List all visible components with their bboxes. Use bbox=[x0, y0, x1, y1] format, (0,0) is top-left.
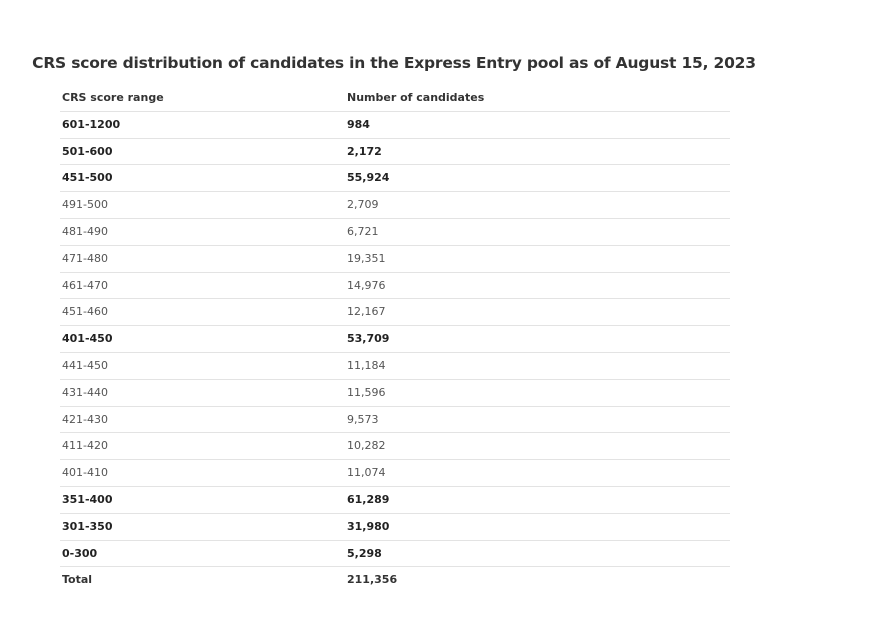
table-row: 451-460 12,167 bbox=[60, 299, 730, 327]
candidate-count-cell: 12,167 bbox=[347, 305, 386, 319]
crs-score-range-cell: 0-300 bbox=[62, 546, 98, 560]
table-total-row: Total 211,356 bbox=[60, 567, 730, 594]
crs-score-range-cell: 471-480 bbox=[62, 251, 108, 265]
table-title: CRS score distribution of candidates in … bbox=[32, 54, 756, 72]
candidate-count-cell: 984 bbox=[347, 117, 370, 131]
table-row: 431-440 11,596 bbox=[60, 380, 730, 407]
candidate-count-cell: 11,596 bbox=[347, 385, 386, 399]
crs-score-range-cell: 421-430 bbox=[62, 412, 108, 426]
table-row: 501-600 2,172 bbox=[60, 139, 730, 166]
crs-score-range-cell: 431-440 bbox=[62, 385, 108, 399]
crs-score-range-cell: 461-470 bbox=[62, 278, 108, 292]
table-row: 441-450 11,184 bbox=[60, 353, 730, 380]
candidate-count-cell: 61,289 bbox=[347, 492, 390, 506]
candidate-count-cell: 6,721 bbox=[347, 224, 379, 238]
column-header-crs-score-range: CRS score range bbox=[62, 91, 164, 104]
crs-score-range-cell: 401-450 bbox=[62, 332, 113, 346]
table-row: 481-490 6,721 bbox=[60, 219, 730, 246]
crs-score-range-cell: 451-460 bbox=[62, 305, 108, 319]
candidate-count-cell: 31,980 bbox=[347, 519, 390, 533]
table-row: 351-400 61,289 bbox=[60, 487, 730, 514]
table-row: 401-450 53,709 bbox=[60, 326, 730, 353]
table-body: 601-1200 984 501-600 2,172 451-500 55,924 491-… bbox=[60, 112, 730, 568]
table-row: 401-410 11,074 bbox=[60, 460, 730, 487]
crs-score-range-cell: 301-350 bbox=[62, 519, 113, 533]
candidate-count-cell: 55,924 bbox=[347, 171, 390, 185]
crs-score-range-cell: 501-600 bbox=[62, 144, 113, 158]
table-row: 601-1200 984 bbox=[60, 112, 730, 139]
total-label: Total bbox=[62, 573, 93, 587]
candidate-count-cell: 5,298 bbox=[347, 546, 382, 560]
crs-score-range-cell: 411-420 bbox=[62, 439, 108, 453]
crs-score-range-cell: 451-500 bbox=[62, 171, 113, 185]
table-row: 0-300 5,298 bbox=[60, 541, 730, 568]
candidate-count-cell: 53,709 bbox=[347, 332, 390, 346]
candidate-count-cell: 2,172 bbox=[347, 144, 382, 158]
crs-score-range-cell: 351-400 bbox=[62, 492, 113, 506]
candidate-count-cell: 2,709 bbox=[347, 198, 379, 212]
table-header-row: CRS score range Number of candidates bbox=[60, 85, 730, 112]
candidate-count-cell: 11,184 bbox=[347, 358, 386, 372]
candidate-count-cell: 10,282 bbox=[347, 439, 386, 453]
crs-score-range-cell: 601-1200 bbox=[62, 117, 121, 131]
table-row: 461-470 14,976 bbox=[60, 273, 730, 300]
table-row: 301-350 31,980 bbox=[60, 514, 730, 541]
table-row: 411-420 10,282 bbox=[60, 433, 730, 461]
table-row: 421-430 9,573 bbox=[60, 407, 730, 434]
candidate-count-cell: 14,976 bbox=[347, 278, 386, 292]
table-row: 451-500 55,924 bbox=[60, 165, 730, 193]
table-row: 491-500 2,709 bbox=[60, 192, 730, 219]
crs-distribution-table: CRS score range Number of candidates 601… bbox=[60, 85, 730, 594]
total-count: 211,356 bbox=[347, 573, 398, 587]
crs-score-range-cell: 491-500 bbox=[62, 198, 108, 212]
crs-score-range-cell: 401-410 bbox=[62, 466, 108, 480]
crs-score-range-cell: 441-450 bbox=[62, 358, 108, 372]
candidate-count-cell: 19,351 bbox=[347, 251, 386, 265]
table-row: 471-480 19,351 bbox=[60, 246, 730, 273]
column-header-number-of-candidates: Number of candidates bbox=[347, 91, 485, 104]
candidate-count-cell: 9,573 bbox=[347, 412, 379, 426]
candidate-count-cell: 11,074 bbox=[347, 466, 386, 480]
crs-score-range-cell: 481-490 bbox=[62, 224, 108, 238]
